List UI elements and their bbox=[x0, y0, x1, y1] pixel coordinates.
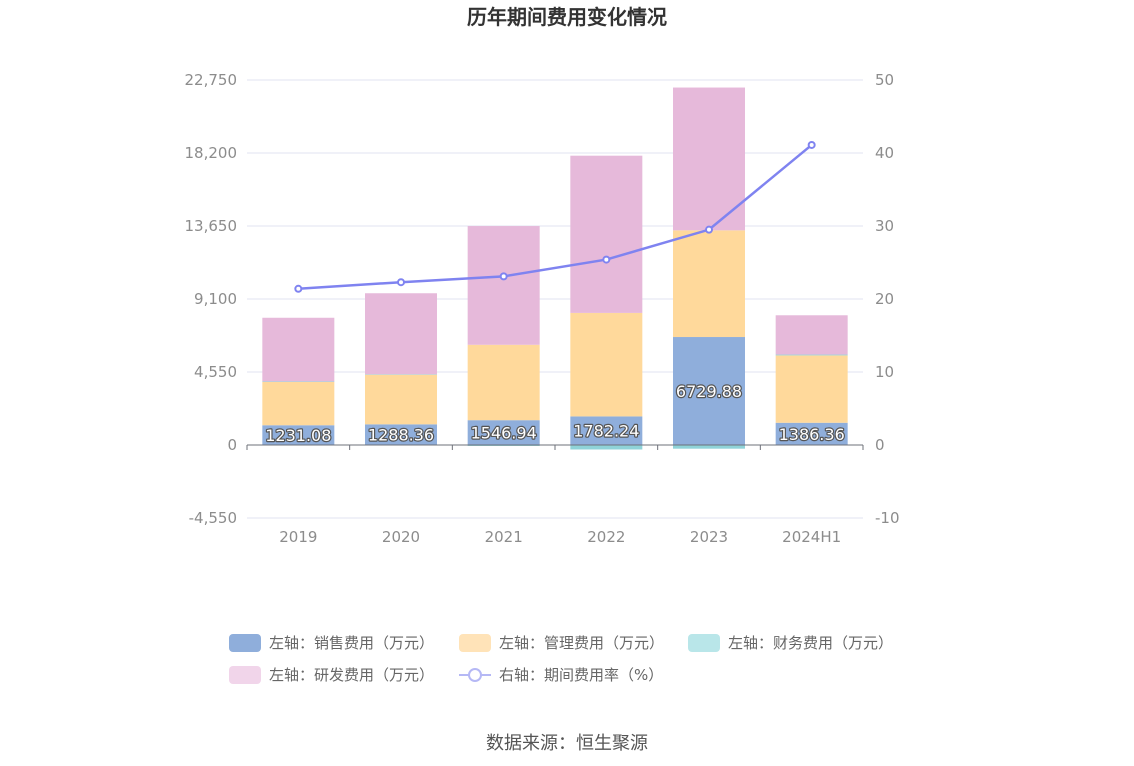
legend-label: 左轴：研发费用（万元） bbox=[269, 666, 434, 684]
bar-segment bbox=[673, 445, 745, 449]
bar-segment bbox=[262, 317, 335, 382]
left-tick-label: -4,550 bbox=[189, 509, 237, 527]
x-tick-label: 2022 bbox=[587, 528, 625, 546]
bar-segment bbox=[467, 226, 540, 345]
legend-label: 左轴：销售费用（万元） bbox=[269, 634, 434, 652]
bar-segment bbox=[262, 381, 335, 426]
grid-lines bbox=[247, 79, 863, 519]
bar-segment bbox=[673, 230, 745, 338]
x-tick-label: 2021 bbox=[485, 528, 523, 546]
bar-segment bbox=[365, 374, 437, 425]
x-tick-label: 2019 bbox=[279, 528, 317, 546]
legend-swatch bbox=[459, 634, 491, 652]
x-tick-label: 2023 bbox=[690, 528, 728, 546]
bar-value-label: 1288.36 bbox=[368, 426, 434, 445]
right-axis: -10 0 10 20 30 40 50 bbox=[875, 71, 900, 527]
right-tick-label: 0 bbox=[875, 436, 885, 454]
bar-segment bbox=[570, 312, 643, 417]
right-tick-label: 40 bbox=[875, 144, 894, 162]
legend-line-marker bbox=[468, 668, 482, 682]
bar-segment bbox=[775, 355, 848, 423]
x-tick-label: 2024H1 bbox=[782, 528, 841, 546]
data-source: 数据来源：恒生聚源 bbox=[486, 733, 648, 754]
left-tick-label: 13,650 bbox=[185, 217, 238, 235]
legend-label: 左轴：管理费用（万元） bbox=[499, 634, 664, 652]
bar-segment bbox=[365, 374, 437, 375]
right-tick-label: 20 bbox=[875, 290, 894, 308]
rate-point bbox=[705, 225, 713, 234]
bar-segment bbox=[570, 416, 643, 445]
rate-point bbox=[397, 278, 405, 287]
legend-label: 右轴：期间费用率（%） bbox=[499, 666, 663, 684]
right-tick-label: 10 bbox=[875, 363, 894, 381]
right-tick-label: 50 bbox=[875, 71, 894, 89]
bar-segment bbox=[673, 337, 745, 445]
rate-point bbox=[294, 284, 303, 293]
x-axis-labels: 2019 2020 2021 2022 2023 2024H1 bbox=[279, 528, 841, 546]
left-axis: -4,550 0 4,550 9,100 13,650 18,200 22,750 bbox=[185, 71, 238, 527]
bar-segment bbox=[365, 293, 437, 375]
bar-value-label: 6729.88 bbox=[676, 382, 742, 401]
chart-title: 历年期间费用变化情况 bbox=[467, 5, 667, 29]
data-labels: 1231.08 1288.36 1546.94 1782.24 6729.88 1386.… bbox=[264, 381, 846, 447]
left-tick-label: 9,100 bbox=[194, 290, 237, 308]
rate-point bbox=[807, 140, 816, 149]
bar-segment bbox=[775, 315, 848, 355]
legend-swatch bbox=[688, 634, 720, 652]
bar-segment bbox=[775, 422, 848, 445]
line-series bbox=[294, 140, 816, 293]
x-tick-label: 2020 bbox=[382, 528, 420, 546]
legend: 左轴：销售费用（万元） 左轴：管理费用（万元） 左轴：财务费用（万元） 左轴：研发费用… bbox=[229, 634, 893, 684]
right-tick-label: 30 bbox=[875, 217, 894, 235]
legend-swatch bbox=[229, 634, 261, 652]
rate-point bbox=[602, 255, 611, 264]
x-axis bbox=[246, 444, 864, 450]
bar-value-label: 1782.24 bbox=[573, 422, 639, 441]
left-tick-label: 22,750 bbox=[185, 71, 238, 89]
rate-point bbox=[499, 272, 508, 281]
bar-value-label: 1231.08 bbox=[265, 426, 331, 445]
legend-swatch bbox=[229, 666, 261, 684]
left-tick-label: 0 bbox=[227, 436, 237, 454]
bar-segment bbox=[673, 87, 745, 231]
bar-segment bbox=[262, 425, 335, 445]
bar-segment bbox=[570, 155, 643, 313]
bar-value-label: 1546.94 bbox=[471, 424, 537, 443]
bar-segment bbox=[467, 420, 540, 445]
right-tick-label: -10 bbox=[875, 509, 900, 527]
bar-segment bbox=[775, 354, 848, 356]
left-tick-label: 18,200 bbox=[185, 144, 238, 162]
left-tick-label: 4,550 bbox=[194, 363, 237, 381]
bar-segment bbox=[365, 424, 437, 445]
rate-line bbox=[298, 144, 813, 291]
bar-series bbox=[262, 87, 848, 450]
bar-segment bbox=[467, 344, 540, 421]
bar-segment bbox=[262, 381, 335, 382]
legend-label: 左轴：财务费用（万元） bbox=[728, 634, 893, 652]
bar-segment bbox=[570, 445, 643, 450]
bar-value-label: 1386.36 bbox=[779, 425, 845, 444]
